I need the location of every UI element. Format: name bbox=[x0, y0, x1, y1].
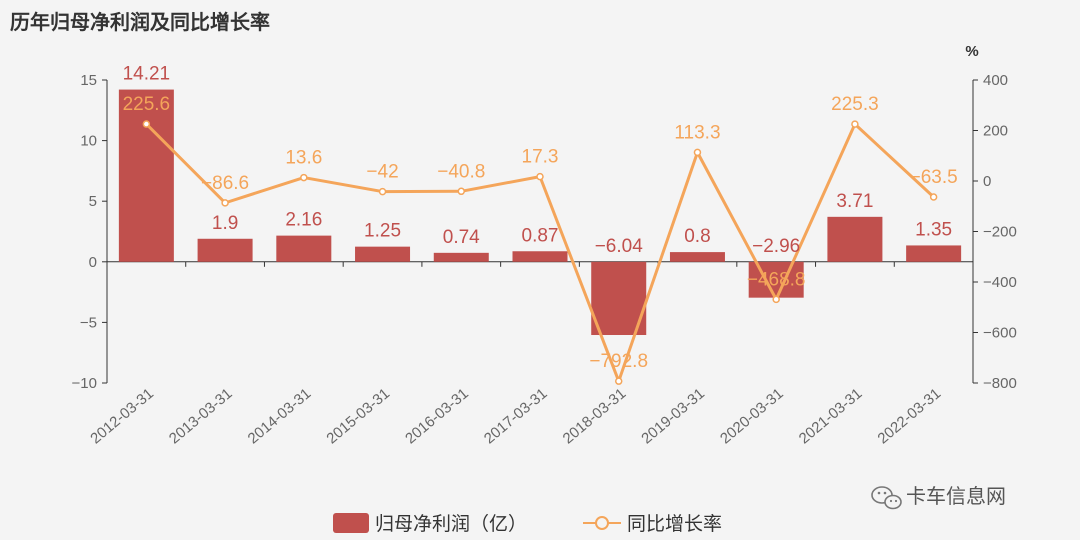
bar-value-label: 0.8 bbox=[684, 226, 710, 247]
x-category-label: 2019-03-31 bbox=[638, 385, 708, 447]
y-left-tick-label: 5 bbox=[89, 193, 97, 210]
line-point bbox=[378, 187, 387, 196]
line-value-label: 225.3 bbox=[831, 94, 879, 115]
x-category-label: 2021-03-31 bbox=[796, 385, 866, 447]
line-point bbox=[536, 172, 544, 181]
line-value-label: 17.3 bbox=[522, 147, 559, 168]
bar bbox=[512, 251, 568, 262]
x-category-label: 2020-03-31 bbox=[717, 385, 787, 447]
line-value-label: 225.6 bbox=[123, 94, 171, 115]
y-left-tick-label: −5 bbox=[80, 314, 97, 331]
bar bbox=[276, 235, 332, 262]
labels-layer: 14.21 1.9 2.16 1.25 0.74 0.87 −6.04 0.8 −2.96 3.7… bbox=[123, 64, 958, 373]
legend-line-marker[interactable] bbox=[595, 516, 609, 530]
chart-title: 历年归母净利润及同比增长率 bbox=[10, 10, 270, 34]
bar-value-label: 0.74 bbox=[443, 227, 480, 248]
y-right-tick-label: 200 bbox=[983, 123, 1008, 140]
bar-value-label: −2.96 bbox=[752, 236, 800, 257]
x-category-label: 2013-03-31 bbox=[166, 385, 236, 447]
y-right-tick-label: −200 bbox=[983, 224, 1017, 241]
bar bbox=[197, 238, 253, 262]
line-point bbox=[851, 120, 859, 128]
y-right-tick-label: −800 bbox=[983, 375, 1017, 392]
y-right-unit-label: % bbox=[965, 43, 978, 60]
bar bbox=[118, 89, 174, 262]
bar bbox=[669, 252, 725, 262]
wechat-icon bbox=[871, 486, 902, 510]
line-point bbox=[772, 295, 780, 304]
line-value-label: 13.6 bbox=[285, 148, 322, 169]
bar bbox=[827, 216, 883, 262]
y-right-tick-label: −600 bbox=[983, 325, 1017, 342]
line-value-label: −63.5 bbox=[910, 167, 958, 188]
x-category-label: 2022-03-31 bbox=[874, 385, 944, 447]
line-value-label: 113.3 bbox=[674, 122, 720, 143]
y-right-tick-label: −400 bbox=[983, 274, 1017, 291]
line-value-label: −86.6 bbox=[201, 173, 249, 194]
y-right-tick-label: 400 bbox=[983, 72, 1008, 89]
bar-value-label: 1.35 bbox=[915, 219, 952, 240]
line-value-label: −42 bbox=[366, 162, 398, 183]
line-point bbox=[929, 193, 938, 201]
line-point bbox=[221, 199, 229, 207]
line-value-label: −468.8 bbox=[747, 269, 806, 290]
bar-value-label: 14.21 bbox=[123, 64, 171, 85]
bar bbox=[591, 261, 647, 336]
line-point bbox=[142, 120, 151, 128]
line-point bbox=[614, 377, 623, 385]
y-right-tick-label: 0 bbox=[983, 173, 991, 190]
bar-value-label: −6.04 bbox=[595, 236, 644, 257]
line-point bbox=[300, 173, 308, 182]
x-category-label: 2012-03-31 bbox=[87, 385, 157, 447]
y-left-tick-label: 0 bbox=[89, 254, 97, 271]
watermark: 卡车信息网 bbox=[871, 484, 1006, 510]
legend-bar-swatch[interactable] bbox=[333, 513, 369, 533]
legend-bar-label[interactable]: 归母净利润（亿） bbox=[375, 513, 527, 535]
line-point bbox=[693, 148, 702, 157]
x-category-label: 2018-03-31 bbox=[560, 385, 630, 447]
y-left-tick-label: 15 bbox=[80, 72, 97, 89]
y-left-tick-label: −10 bbox=[72, 375, 97, 392]
bar-value-label: 1.25 bbox=[364, 221, 401, 242]
bar-value-label: 0.87 bbox=[522, 225, 559, 246]
watermark-text: 卡车信息网 bbox=[906, 484, 1006, 508]
legend: 归母净利润（亿） 同比增长率 bbox=[333, 513, 722, 535]
line-layer bbox=[142, 120, 938, 385]
bar bbox=[433, 252, 489, 262]
bar-value-label: 1.9 bbox=[212, 213, 238, 234]
x-category-label: 2017-03-31 bbox=[481, 385, 551, 447]
bars-layer bbox=[118, 89, 962, 336]
line-value-label: −792.8 bbox=[589, 351, 648, 372]
line-value-label: −40.8 bbox=[437, 161, 485, 182]
legend-line-label[interactable]: 同比增长率 bbox=[627, 513, 722, 535]
y-left-tick-label: 10 bbox=[80, 133, 97, 150]
x-category-label: 2016-03-31 bbox=[402, 385, 472, 447]
line-point bbox=[457, 187, 466, 196]
x-category-label: 2015-03-31 bbox=[323, 385, 393, 447]
bar bbox=[355, 246, 411, 262]
bar bbox=[906, 245, 962, 262]
bar-value-label: 3.71 bbox=[836, 191, 873, 212]
bar-value-label: 2.16 bbox=[285, 210, 322, 231]
x-category-label: 2014-03-31 bbox=[245, 385, 315, 447]
